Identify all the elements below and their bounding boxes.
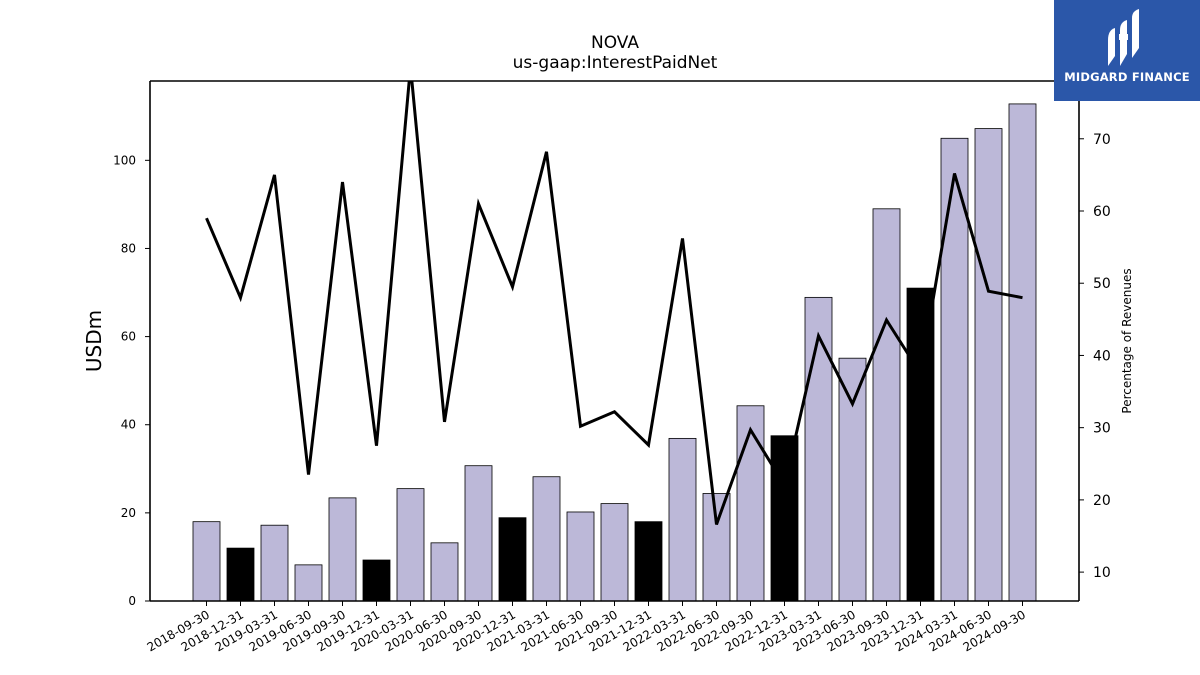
- y2-tick-label: 10: [1093, 565, 1111, 581]
- bar-2023-03-31: [804, 296, 833, 602]
- bar-2019-09-30: [328, 497, 357, 602]
- bar-2021-09-30: [600, 503, 629, 602]
- bar-2021-06-30: [566, 511, 595, 602]
- bar-2022-03-31: [668, 437, 697, 602]
- x-ticks: 2018-09-302018-12-312019-03-312019-06-30…: [145, 601, 1028, 654]
- bar-2019-06-30: [294, 564, 323, 602]
- bar-2023-06-30: [838, 357, 867, 602]
- percentage-line: [205, 81, 1023, 525]
- bar-2020-06-30: [430, 542, 459, 602]
- bar-2022-12-31: [770, 435, 799, 602]
- midgard-finance-logo: MIDGARD FINANCE: [1054, 0, 1200, 101]
- bar-2024-09-30: [1008, 103, 1037, 602]
- bar-2022-06-30: [702, 493, 731, 602]
- logo-text: MIDGARD FINANCE: [1064, 70, 1190, 84]
- bar-2020-03-31: [396, 488, 425, 602]
- bar-2021-03-31: [532, 476, 561, 602]
- y2-tick-label: 50: [1093, 276, 1111, 292]
- bar-2024-06-30: [974, 128, 1003, 602]
- y2-tick-label: 70: [1093, 132, 1111, 148]
- bar-2018-12-31: [226, 547, 255, 602]
- bar-2021-12-31: [634, 521, 663, 602]
- y2-tick-label: 40: [1093, 348, 1111, 364]
- y-tick-label: 20: [121, 506, 136, 520]
- bar-2022-09-30: [736, 405, 765, 602]
- y-tick-label: 40: [121, 418, 136, 432]
- logo-mark-icon: [1108, 9, 1139, 66]
- bar-series: [192, 103, 1037, 602]
- y2-tick-label: 20: [1093, 493, 1111, 509]
- line-series: [205, 81, 1023, 525]
- bar-2020-09-30: [464, 465, 493, 602]
- bar-2024-03-31: [940, 137, 969, 602]
- bar-2018-09-30: [192, 521, 221, 602]
- chart-subtitle: us-gaap:InterestPaidNet: [513, 53, 718, 73]
- y-axis-label: USDm: [82, 310, 106, 372]
- y2-tick-label: 30: [1093, 421, 1111, 437]
- y-tick-label: 0: [128, 594, 136, 608]
- chart-title: NOVA: [591, 33, 639, 53]
- y2-tick-label: 60: [1093, 204, 1111, 220]
- y-tick-label: 80: [121, 241, 136, 255]
- bar-2023-09-30: [872, 208, 901, 602]
- y2-axis-label: Percentage of Revenues: [1120, 268, 1134, 413]
- bar-2023-12-31: [906, 287, 935, 602]
- right-y-ticks: 10 20 30 40 50 60 70: [1079, 132, 1111, 581]
- bar-2019-12-31: [362, 559, 391, 602]
- left-y-ticks: 0 20 40 60 80 100: [113, 153, 150, 608]
- bar-2020-12-31: [498, 517, 527, 602]
- y-tick-label: 60: [121, 330, 136, 344]
- bar-2019-03-31: [260, 524, 289, 602]
- y-tick-label: 100: [113, 153, 136, 167]
